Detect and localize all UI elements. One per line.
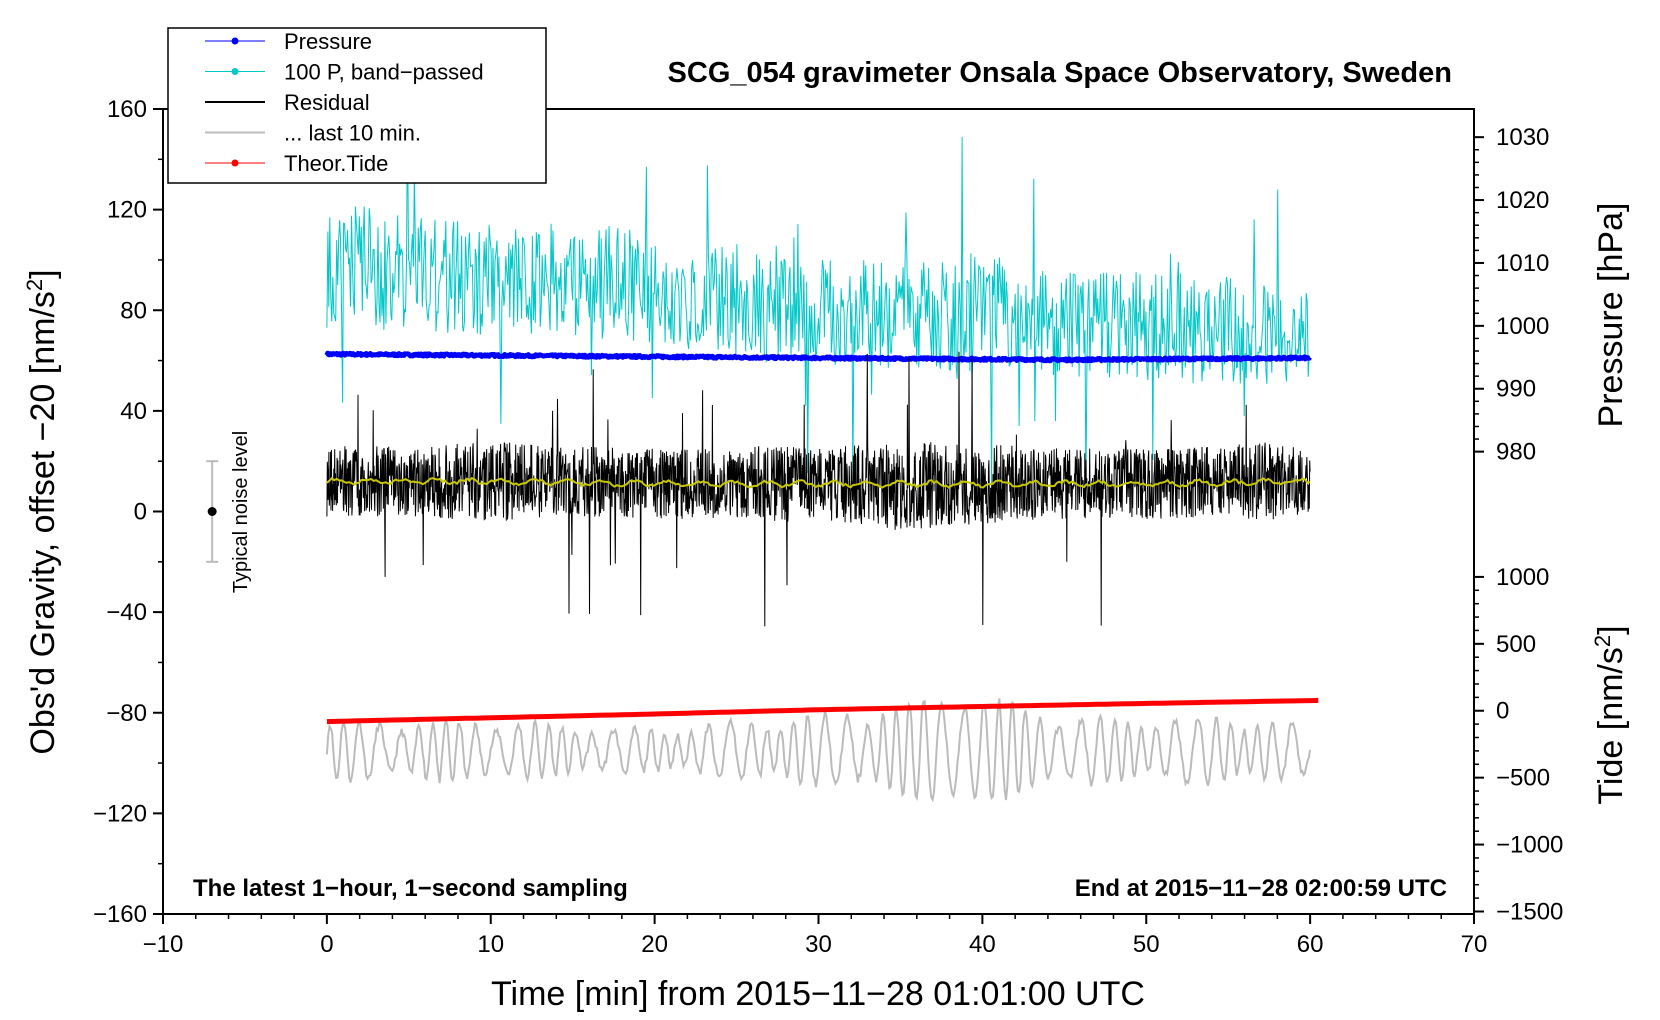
pressure-tick-label: 1030 (1496, 124, 1549, 151)
series-theor-tide (326, 697, 1319, 725)
legend-label-theor-tide: Theor.Tide (284, 151, 388, 176)
pressure-tick-label: 990 (1496, 376, 1536, 403)
legend-label-residual: Residual (284, 90, 370, 115)
series-100-p-band-passed (326, 111, 1310, 490)
y-tick-label: 160 (107, 96, 147, 123)
pressure-tick-label: 1000 (1496, 313, 1549, 340)
pressure-axis-title: Pressure [hPa] (1592, 203, 1630, 428)
y-axis-pressure: 1030 1020 1010 1000 990 980 (1474, 124, 1549, 466)
y-tick-label: −40 (106, 599, 147, 626)
tide-axis-title-main: Tide [nm/s (1592, 647, 1630, 804)
noise-bar-dot (207, 507, 217, 516)
legend-items: Pressure 100 P, band−passed Residual ... la… (205, 29, 484, 176)
legend-label-pressure: Pressure (284, 29, 372, 54)
x-tick-label: −10 (143, 931, 184, 958)
y-tick-label: −80 (106, 700, 147, 727)
y-axis-tide: 1000 500 0 −500 −1000 −1500 (1474, 564, 1563, 925)
tide-tick-label: −1500 (1496, 898, 1563, 925)
noise-bar: Typical noise level (206, 431, 252, 593)
y-tick-label: 0 (134, 499, 147, 526)
tide-tick-label: −1000 (1496, 832, 1563, 859)
y-tick-label: 120 (107, 197, 147, 224)
chart-title: SCG_054 gravimeter Onsala Space Observat… (668, 57, 1452, 89)
legend-label-100-p-band-passed: 100 P, band−passed (284, 60, 484, 85)
tide-axis-title-sup: 2 (1590, 635, 1615, 647)
tide-axis-title-end: ] (1592, 625, 1630, 634)
x-tick-label: 20 (641, 931, 668, 958)
legend-marker-100-p-band-passed (231, 68, 239, 75)
x-tick-label: 70 (1461, 931, 1488, 958)
y-axis-title-sup: 2 (22, 279, 47, 291)
y-tick-label: −120 (93, 800, 147, 827)
series-residual (326, 351, 1311, 627)
y-axis-title-main: Obs'd Gravity, offset −20 [nm/s (24, 291, 62, 754)
series-layer (324, 111, 1319, 803)
y-axis-title-end: ] (24, 269, 62, 278)
x-tick-label: 30 (805, 931, 832, 958)
y-axis-title: Obs'd Gravity, offset −20 [nm/s2] (22, 269, 63, 754)
pressure-tick-label: 1020 (1496, 187, 1549, 214)
series-smoothed-residual (326, 476, 1311, 489)
tide-tick-label: 1000 (1496, 564, 1549, 591)
x-axis: −10 0 10 20 30 40 50 60 70 (143, 914, 1488, 958)
x-axis-title: Time [min] from 2015−11−28 01:01:00 UTC (491, 975, 1145, 1013)
series-pressure (324, 350, 1312, 364)
y-tick-label: −160 (93, 901, 147, 928)
series-last-10-min (325, 698, 1312, 803)
tide-tick-label: 0 (1496, 698, 1509, 725)
y-axis-gravity: 160 120 80 40 0 −40 −80 −120 −160 (93, 96, 163, 928)
annotation-end-time: End at 2015−11−28 02:00:59 UTC (1075, 875, 1447, 902)
legend-label-last-10-min: ... last 10 min. (284, 121, 421, 146)
noise-bar-label: Typical noise level (230, 431, 252, 593)
legend-marker-theor-tide (231, 159, 239, 167)
tide-tick-label: −500 (1496, 765, 1550, 792)
y-tick-label: 40 (120, 398, 147, 425)
pressure-tick-label: 980 (1496, 439, 1536, 466)
annotation-sampling: The latest 1−hour, 1−second sampling (193, 875, 628, 902)
tide-axis-title: Tide [nm/s2] (1590, 625, 1631, 804)
x-tick-label: 0 (320, 931, 333, 958)
legend-box (167, 27, 547, 184)
x-tick-label: 60 (1297, 931, 1324, 958)
y-tick-label: 80 (120, 297, 147, 324)
tide-tick-label: 500 (1496, 631, 1536, 658)
x-tick-label: 10 (477, 931, 504, 958)
x-tick-label: 50 (1133, 931, 1160, 958)
legend: Pressure 100 P, band−passed Residual ... la… (167, 27, 547, 184)
x-tick-label: 40 (969, 931, 996, 958)
pressure-tick-label: 1010 (1496, 250, 1549, 277)
legend-marker-pressure (231, 37, 239, 45)
